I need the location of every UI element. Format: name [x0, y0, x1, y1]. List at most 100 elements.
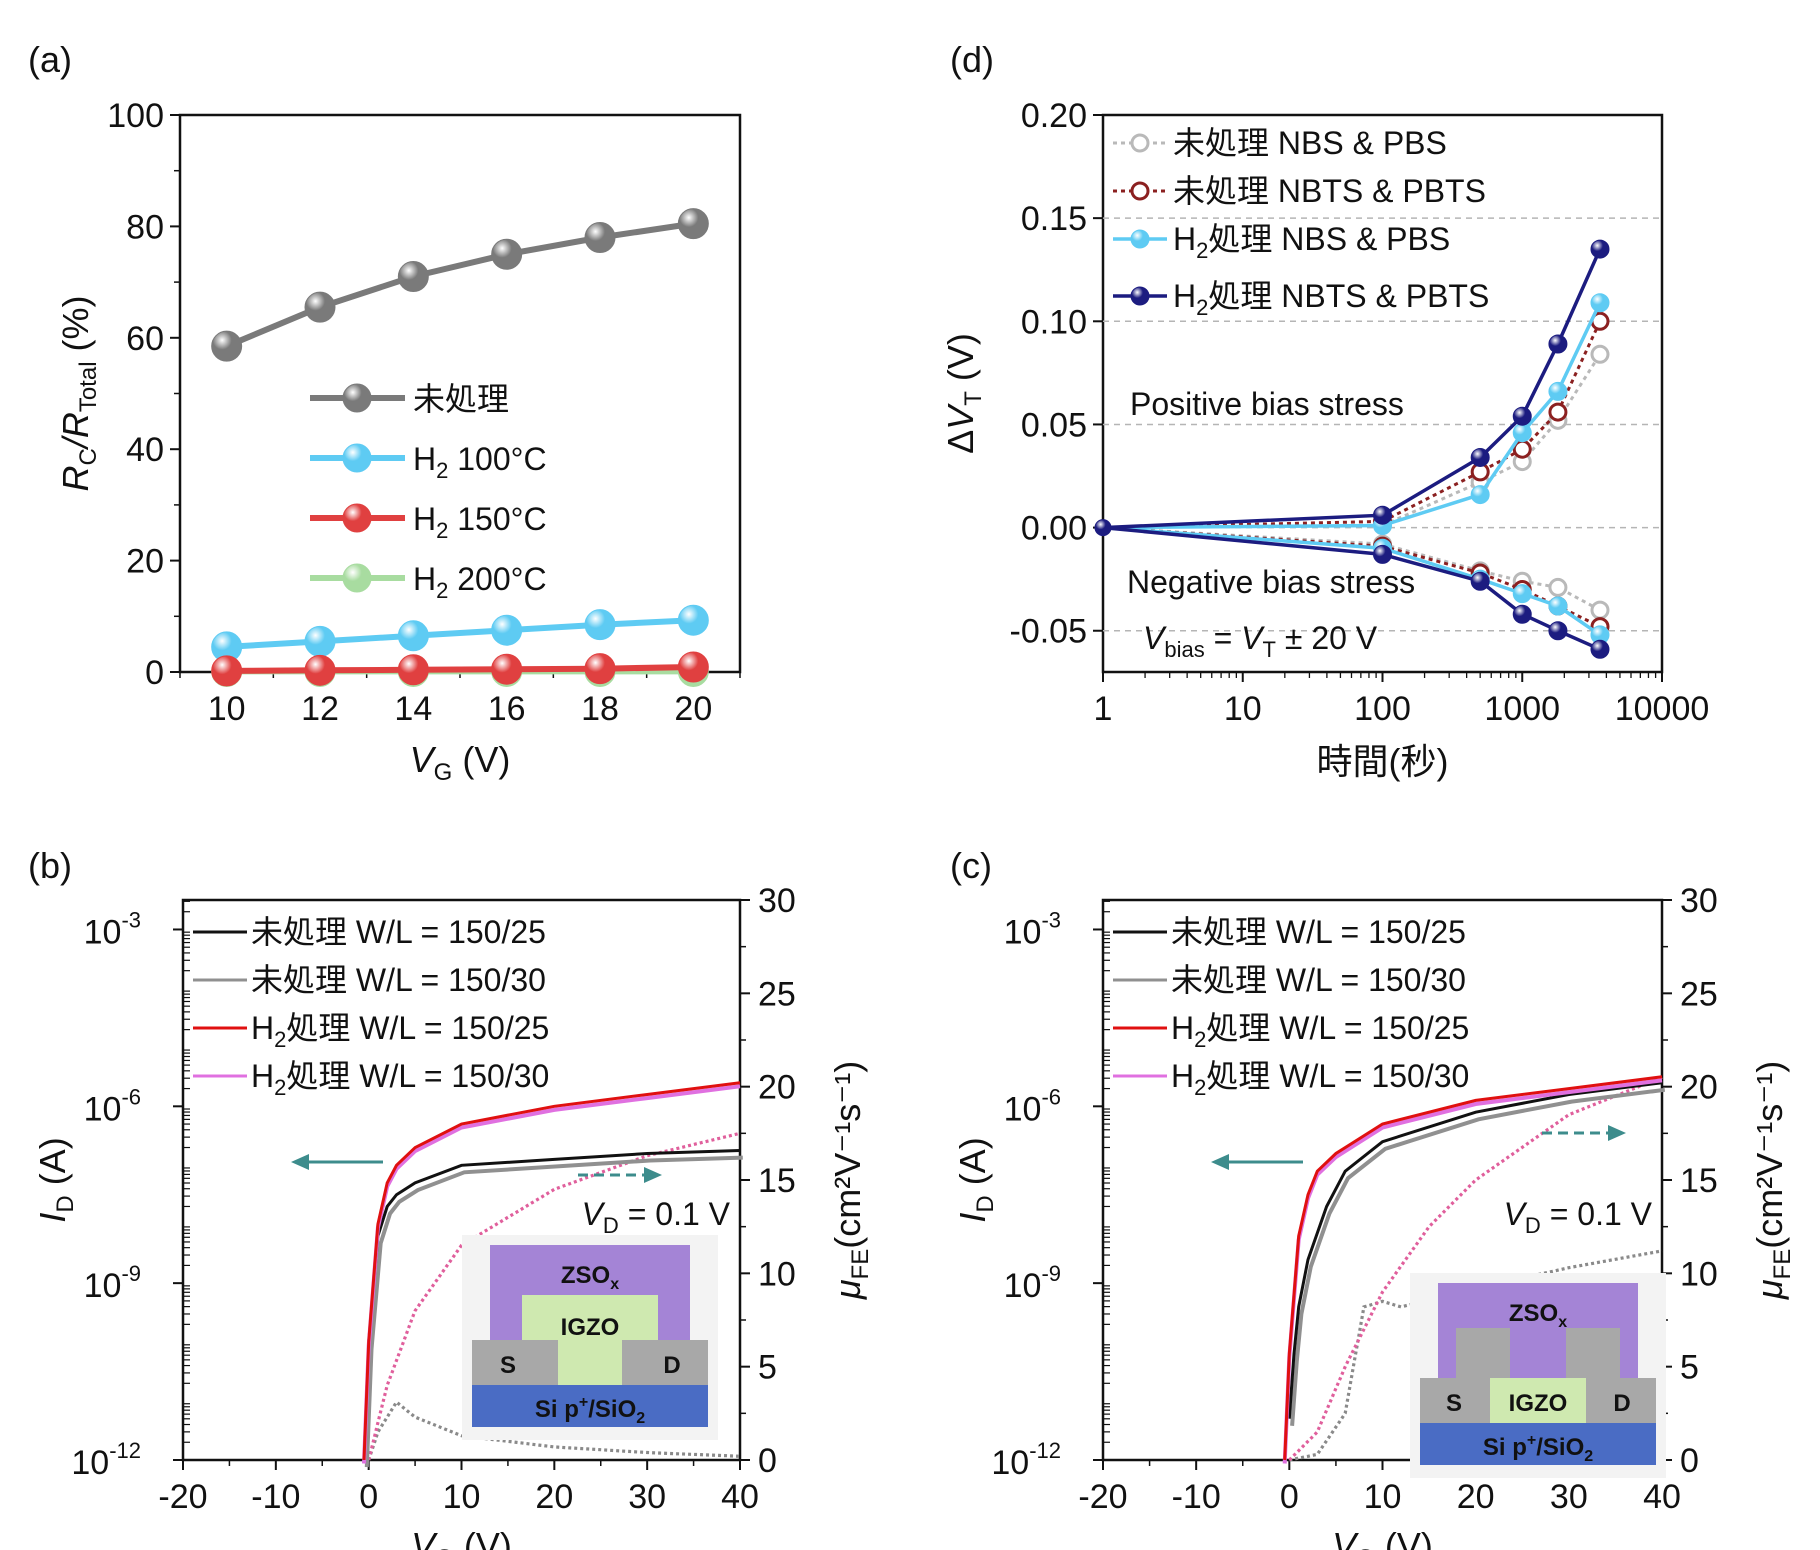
inset-text: Si p — [1483, 1434, 1527, 1461]
legend-label: H2処理 NBS & PBS — [1173, 221, 1450, 263]
x-axis-title: VG (V) — [410, 739, 511, 786]
axis-var: R — [55, 466, 96, 492]
annotation-vbias: Vbias = VT ± 20 V — [1143, 620, 1378, 662]
legend-sub: 2 — [1194, 1075, 1206, 1100]
inset-text: /SiO — [1536, 1434, 1584, 1461]
axis-sub: G — [434, 759, 453, 786]
legend-sub: 2 — [1196, 295, 1208, 320]
legend-label: H2処理 W/L = 150/30 — [251, 1058, 549, 1100]
tick-exp: -6 — [121, 1084, 141, 1109]
annotation-negative: Negative bias stress — [1127, 564, 1415, 600]
x-tick-label: -20 — [158, 1478, 207, 1516]
y2-axis-title: μFE(cm²V⁻¹s⁻¹) — [827, 1061, 874, 1300]
inset-sup: + — [1527, 1432, 1536, 1449]
axis-var: V — [410, 739, 437, 780]
data-point — [211, 330, 243, 362]
axis-unit: (%) — [55, 295, 96, 361]
y-axis-title: ID (A) — [32, 1137, 79, 1222]
legend-main: H — [413, 561, 436, 597]
legend-sub: 2 — [274, 1027, 286, 1052]
y2-axis-title: μFE(cm²V⁻¹s⁻¹) — [1749, 1061, 1796, 1300]
y-axis-title: ΔVT (V) — [940, 333, 987, 454]
axis-var: μ — [827, 1279, 868, 1300]
y2-tick-label: 15 — [758, 1162, 796, 1200]
axis-sub: G — [1356, 1545, 1375, 1550]
inset-text: ZSO — [1509, 1300, 1558, 1327]
legend-rest: 処理 NBS & PBS — [1208, 221, 1450, 257]
x-axis-title: VG (V) — [411, 1525, 512, 1550]
panel-label-c: (c) — [950, 845, 992, 886]
data-point — [1512, 584, 1532, 604]
chart-panel-b: -20 -10 0 10 20 30 4010-1210-910-610-305101520… — [32, 882, 874, 1550]
right-arrow-head — [644, 1167, 662, 1183]
x-tick-label: 0 — [359, 1478, 378, 1516]
annot-var: V — [1241, 620, 1265, 656]
legend-rest: 処理 W/L = 150/30 — [286, 1058, 549, 1094]
tick-exp: -9 — [1041, 1261, 1061, 1286]
data-point — [304, 625, 336, 657]
x-tick-label: 14 — [394, 690, 432, 728]
y2-tick-label: 20 — [1680, 1069, 1718, 1107]
y2-tick-label: 5 — [758, 1349, 777, 1387]
y2-tick-label: 15 — [1680, 1162, 1718, 1200]
legend-sub: 2 — [436, 458, 448, 483]
data-point — [1470, 447, 1490, 467]
data-point — [304, 291, 336, 323]
panel-label-b: (b) — [28, 845, 72, 886]
data-point — [1548, 596, 1568, 616]
annotation-positive: Positive bias stress — [1130, 386, 1404, 422]
tick-exp: -6 — [1041, 1084, 1061, 1109]
inset-s-label: S — [500, 1352, 516, 1379]
data-point — [397, 261, 429, 293]
series-line — [1102, 248, 1602, 530]
axis-var: V — [411, 1525, 438, 1550]
legend-sub: 2 — [436, 578, 448, 603]
tick-exp: -12 — [1029, 1438, 1061, 1463]
legend-main: H — [413, 441, 436, 477]
y-tick-label: 10-9 — [1004, 1261, 1061, 1305]
series-line — [1102, 301, 1602, 530]
data-point — [1590, 600, 1610, 620]
inset-d-label: D — [1613, 1390, 1630, 1417]
y-tick-label: 60 — [126, 320, 164, 358]
legend-rest: 処理 W/L = 150/25 — [1206, 1010, 1469, 1046]
series-line — [1102, 526, 1601, 612]
tick-base: 10 — [991, 1444, 1029, 1482]
panel-label-a: (a) — [28, 39, 72, 80]
data-point — [1373, 505, 1392, 525]
x-tick-label: 100 — [1354, 690, 1411, 728]
data-point — [1548, 402, 1568, 422]
legend-label: H2 200°C — [413, 561, 547, 603]
data-point — [397, 654, 429, 686]
y-tick-label: 10-6 — [1004, 1084, 1061, 1128]
legend-main: H — [1171, 1058, 1194, 1094]
series-line — [226, 617, 694, 650]
annot-rest: ± 20 V — [1276, 620, 1378, 656]
inset-d-label: D — [663, 1352, 680, 1379]
x-tick-label: 10000 — [1615, 690, 1710, 728]
annot-sub: bias — [1164, 637, 1204, 662]
annotation-vd: VD = 0.1 V — [1504, 1196, 1653, 1238]
y-tick-label: 0.05 — [1021, 406, 1087, 444]
x-tick-label: 1000 — [1484, 690, 1560, 728]
x-tick-label: -10 — [251, 1478, 300, 1516]
data-point — [677, 208, 709, 240]
annot-sub: T — [1263, 637, 1276, 662]
axis-var: /R — [55, 412, 96, 451]
legend-label: H2処理 W/L = 150/25 — [1171, 1010, 1469, 1052]
legend-rest: 処理 W/L = 150/25 — [286, 1010, 549, 1046]
tick-base: 10 — [71, 1444, 109, 1482]
data-point — [1470, 571, 1490, 591]
inset-zso-label: ZSOx — [561, 1262, 619, 1293]
y-tick-label: 10-12 — [71, 1438, 141, 1482]
y-tick-label: 0.00 — [1021, 510, 1087, 548]
inset-text: /SiO — [588, 1396, 636, 1423]
y2-tick-label: 0 — [758, 1442, 777, 1480]
chart-panel-d: 1 10 100 1000 10000 -0.05 0.00 0.05 0.10 0.15 0.20… — [940, 97, 1709, 782]
legend-marker — [342, 443, 372, 473]
x-tick-label: 1 — [1094, 690, 1113, 728]
annot-rest: = 0.1 V — [1541, 1196, 1653, 1232]
y2-tick-label: 20 — [758, 1069, 796, 1107]
x-axis-title: 時間(秒) — [1317, 741, 1449, 782]
